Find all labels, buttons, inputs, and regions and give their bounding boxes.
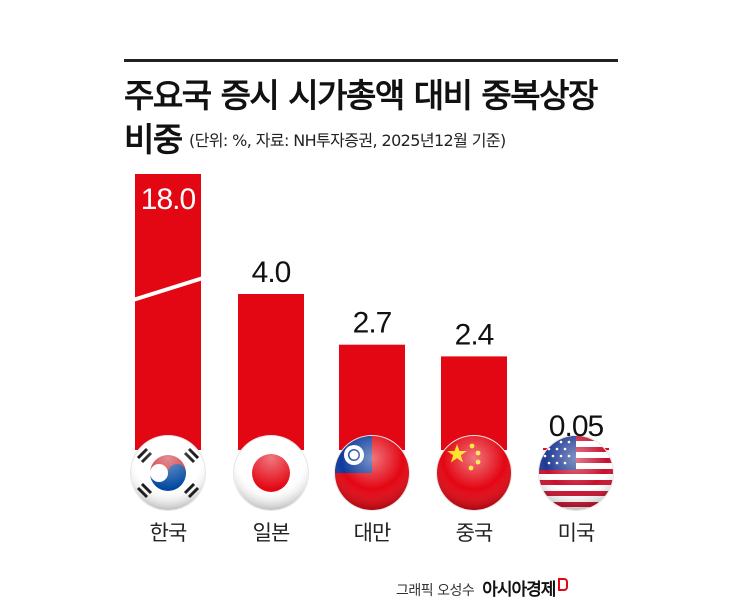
value-label-1: 4.0 <box>252 256 291 289</box>
bar-1 <box>238 294 304 450</box>
value-label-4: 0.05 <box>549 410 604 443</box>
bar-0 <box>135 174 201 450</box>
bar-3 <box>441 356 507 450</box>
usa-flag-icon <box>538 435 614 511</box>
category-label-4: 미국 <box>558 521 595 545</box>
chart-title-line2: 비중 <box>124 120 183 159</box>
value-label-3: 2.4 <box>455 318 494 351</box>
credit: 그래픽 오성수 아시아경제 <box>396 575 569 600</box>
top-rule <box>124 59 618 62</box>
japan-flag-icon <box>233 435 309 511</box>
category-label-2: 대만 <box>354 521 391 545</box>
category-label-3: 중국 <box>456 521 493 545</box>
chart-title-line1: 주요국 증시 시가총액 대비 중복상장 <box>124 76 598 115</box>
brand-logo-text: 아시아경제 <box>482 580 556 600</box>
credit-text: 그래픽 오성수 <box>396 583 475 599</box>
axis-break-mark <box>132 276 204 302</box>
taiwan-flag-icon <box>334 435 410 511</box>
category-label-0: 한국 <box>150 521 187 545</box>
south-korea-flag-icon <box>130 435 206 511</box>
category-label-1: 일본 <box>253 521 290 545</box>
value-label-2: 2.7 <box>353 307 392 340</box>
value-label-0: 18.0 <box>141 183 196 216</box>
brand-mark-icon <box>558 578 569 591</box>
china-flag-icon <box>436 435 512 511</box>
bar-2 <box>339 344 405 450</box>
chart-subtitle: (단위: %, 자료: NH투자증권, 2025년12월 기준) <box>189 131 506 150</box>
